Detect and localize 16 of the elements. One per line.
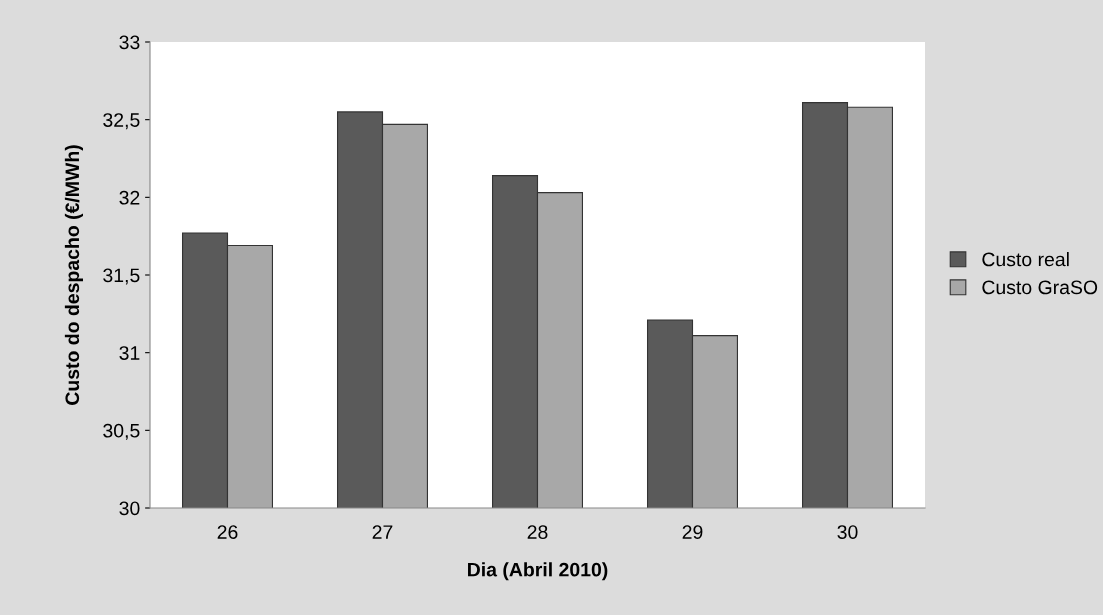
- x-tick-label: 29: [682, 525, 703, 539]
- y-tick-label: 31,5: [103, 268, 140, 285]
- legend-label: Custo real: [982, 252, 1069, 267]
- y-tick-label: 30,5: [103, 423, 140, 440]
- x-tick-label: 30: [837, 525, 858, 539]
- y-tick-label: 33: [119, 35, 140, 50]
- x-tick-label: 27: [372, 525, 393, 539]
- y-tick-label: 30: [119, 501, 140, 516]
- y-tick-label: 32: [119, 190, 140, 205]
- y-axis-title: Custo do despacho (€/MWh): [64, 145, 83, 405]
- y-tick-label: 31: [119, 346, 140, 360]
- y-tick-label: 32,5: [103, 113, 140, 130]
- x-tick-label: 28: [527, 525, 548, 539]
- x-axis-title: Dia (Abril 2010): [468, 562, 608, 581]
- legend-label: Custo GraSO: [982, 280, 1098, 295]
- x-tick-label: 26: [217, 525, 238, 539]
